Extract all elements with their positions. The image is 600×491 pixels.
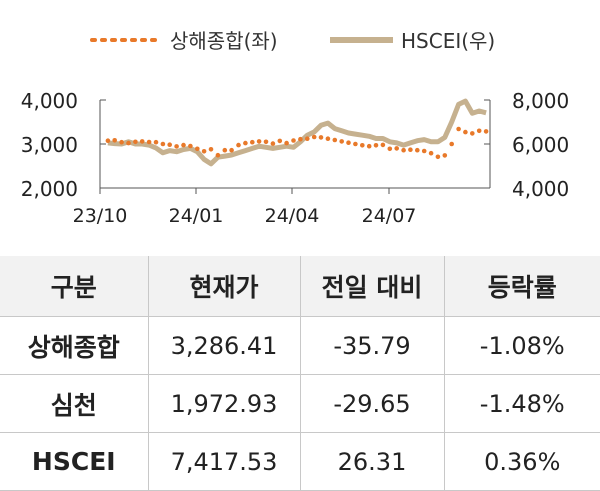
series-point-shanghai [133, 139, 138, 145]
row-change: -29.65 [300, 374, 445, 433]
series-point-shanghai [380, 142, 386, 148]
series-point-shanghai [195, 146, 200, 152]
series-point-shanghai [408, 147, 413, 152]
series-point-shanghai [318, 135, 324, 140]
series-point-shanghai [332, 137, 338, 143]
series-point-shanghai [305, 136, 310, 141]
row-price: 3,286.41 [148, 316, 301, 375]
series-point-shanghai [105, 138, 111, 143]
series-point-shanghai [167, 142, 172, 147]
series-point-shanghai [470, 131, 475, 136]
series-point-shanghai [284, 140, 289, 146]
series-point-shanghai [188, 143, 193, 149]
series-layer [105, 98, 489, 167]
series-point-shanghai [346, 140, 351, 145]
header-price: 현재가 [148, 256, 301, 317]
y-left-tick-label: 2,000 [21, 177, 78, 201]
series-point-shanghai [387, 146, 393, 152]
series-point-shanghai [222, 147, 228, 153]
legend-label-hscei: HSCEI(우) [401, 29, 495, 53]
series-point-shanghai [139, 139, 145, 144]
series-point-shanghai [256, 139, 262, 144]
series-point-shanghai [483, 129, 489, 134]
header-rate: 등락률 [444, 256, 600, 317]
x-tick-label: 24/01 [169, 205, 224, 227]
legend-label-shanghai: 상해종합(좌) [170, 29, 278, 53]
y-left-tick-label: 3,000 [21, 133, 78, 157]
y-right-tick-label: 4,000 [512, 177, 569, 201]
series-point-shanghai [277, 138, 283, 144]
series-point-shanghai [153, 139, 159, 145]
x-tick-label: 24/07 [362, 205, 417, 227]
series-point-shanghai [442, 153, 448, 158]
y-axis-right: 8,000 6,000 4,000 [484, 89, 569, 201]
series-point-shanghai [236, 142, 241, 148]
header-category: 구분 [0, 256, 149, 317]
row-rate: -1.48% [444, 374, 600, 433]
series-point-shanghai [250, 139, 255, 145]
series-point-shanghai [353, 141, 358, 147]
table-row: 상해종합 3,286.41 -35.79 -1.08% [0, 316, 600, 375]
row-price: 7,417.53 [148, 432, 301, 491]
series-point-shanghai [428, 150, 434, 156]
y-right-tick-label: 6,000 [512, 133, 569, 157]
series-point-shanghai [360, 143, 365, 148]
x-axis-ticks: 23/10 24/01 24/04 24/07 [73, 188, 417, 227]
row-change: -35.79 [300, 316, 445, 375]
table-row: HSCEI 7,417.53 26.31 0.36% [0, 432, 600, 491]
series-point-shanghai [476, 128, 482, 134]
chart-svg: 상해종합(좌) HSCEI(우) 4,000 3,000 2,000 8,000… [21, 29, 570, 227]
series-point-shanghai [291, 138, 296, 143]
series-point-shanghai [208, 147, 214, 152]
series-point-shanghai [263, 139, 269, 145]
table-row: 심천 1,972.93 -29.65 -1.48% [0, 374, 600, 433]
quote-table: 구분 현재가 전일 대비 등락률 상해종합 3,286.41 -35.79 -1… [0, 256, 600, 491]
y-axis-left: 4,000 3,000 2,000 [21, 89, 106, 201]
series-point-shanghai [201, 149, 207, 154]
series-line-hscei [107, 98, 487, 167]
row-change: 26.31 [300, 432, 445, 491]
series-point-shanghai [311, 134, 317, 140]
series-point-shanghai [174, 144, 179, 149]
series-point-shanghai [415, 147, 420, 153]
row-rate: -1.08% [444, 316, 600, 375]
series-point-shanghai [366, 143, 372, 149]
series-point-shanghai [181, 142, 186, 148]
series-point-shanghai [373, 143, 379, 148]
x-tick-label: 23/10 [73, 205, 128, 227]
legend: 상해종합(좌) HSCEI(우) [90, 29, 495, 53]
row-name: 심천 [0, 374, 149, 433]
header-change: 전일 대비 [300, 256, 445, 317]
table-header-row: 구분 현재가 전일 대비 등락률 [0, 256, 600, 317]
series-point-shanghai [449, 141, 455, 147]
row-name: 상해종합 [0, 316, 149, 375]
row-name: HSCEI [0, 432, 149, 491]
series-point-shanghai [435, 154, 441, 160]
series-point-shanghai [270, 141, 276, 146]
y-left-tick-label: 4,000 [21, 89, 78, 113]
series-point-shanghai [456, 126, 461, 132]
series-point-shanghai [112, 138, 117, 143]
y-right-tick-label: 8,000 [512, 89, 569, 113]
series-point-shanghai [421, 148, 427, 154]
series-point-shanghai [394, 146, 400, 151]
series-point-shanghai [215, 152, 221, 158]
series-point-shanghai [325, 136, 331, 141]
series-point-shanghai [160, 141, 166, 147]
series-point-shanghai [229, 147, 234, 153]
series-point-shanghai [298, 136, 303, 142]
series-point-shanghai [119, 139, 124, 145]
index-chart: 상해종합(좌) HSCEI(우) 4,000 3,000 2,000 8,000… [21, 29, 570, 227]
row-price: 1,972.93 [148, 374, 301, 433]
series-point-shanghai [339, 139, 345, 144]
series-point-shanghai [401, 147, 406, 153]
series-point-shanghai [146, 139, 152, 145]
row-rate: 0.36% [444, 432, 600, 491]
x-tick-label: 24/04 [265, 205, 320, 227]
series-point-shanghai [126, 140, 131, 146]
series-point-shanghai [463, 129, 468, 135]
series-point-shanghai [243, 140, 248, 146]
